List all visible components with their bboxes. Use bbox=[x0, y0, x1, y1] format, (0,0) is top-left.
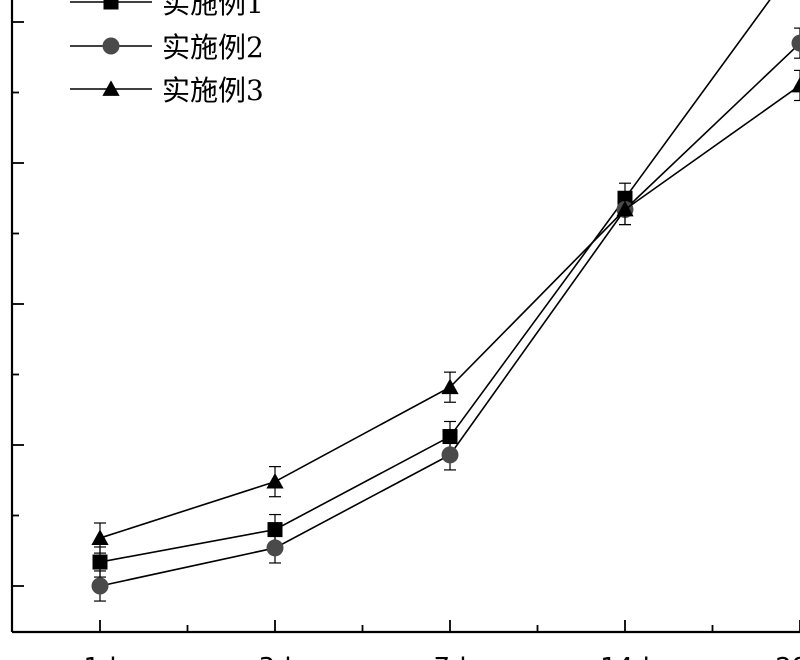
x-tick-label: 14d bbox=[600, 653, 650, 660]
data-point-circle bbox=[441, 446, 459, 464]
data-point-triangle bbox=[791, 76, 800, 93]
data-point-triangle bbox=[441, 378, 459, 395]
legend: 实施例1 实施例2 实施例3 bbox=[70, 0, 264, 107]
axes bbox=[10, 0, 800, 634]
series-2 bbox=[91, 27, 800, 602]
data-point-circle bbox=[791, 34, 800, 52]
legend-label: 实施例2 bbox=[162, 31, 264, 64]
legend-item: 实施例1 bbox=[70, 0, 264, 20]
ticks bbox=[12, 21, 800, 632]
x-tick-label: 7d bbox=[433, 653, 466, 660]
legend-item: 实施例3 bbox=[70, 74, 264, 107]
x-tick-label: 28d bbox=[775, 653, 800, 660]
legend-label: 实施例1 bbox=[162, 0, 264, 20]
x-tick-labels: 1d 3d 7d 14d 28d bbox=[83, 653, 800, 660]
legend-label: 实施例3 bbox=[162, 74, 264, 107]
x-tick-label: 3d bbox=[258, 653, 291, 660]
series-layer bbox=[91, 0, 800, 602]
data-point-triangle bbox=[266, 473, 284, 489]
legend-item: 实施例2 bbox=[70, 31, 264, 64]
data-point-circle bbox=[91, 577, 109, 595]
x-tick-label: 1d bbox=[83, 653, 116, 660]
data-point-circle bbox=[266, 539, 284, 557]
legend-marker-triangle bbox=[102, 80, 120, 96]
data-point-triangle bbox=[616, 200, 634, 217]
data-point-square bbox=[92, 554, 108, 570]
legend-marker-circle bbox=[102, 37, 120, 55]
legend-marker-square bbox=[103, 0, 119, 10]
data-point-triangle bbox=[91, 529, 109, 545]
series-3 bbox=[91, 69, 800, 554]
